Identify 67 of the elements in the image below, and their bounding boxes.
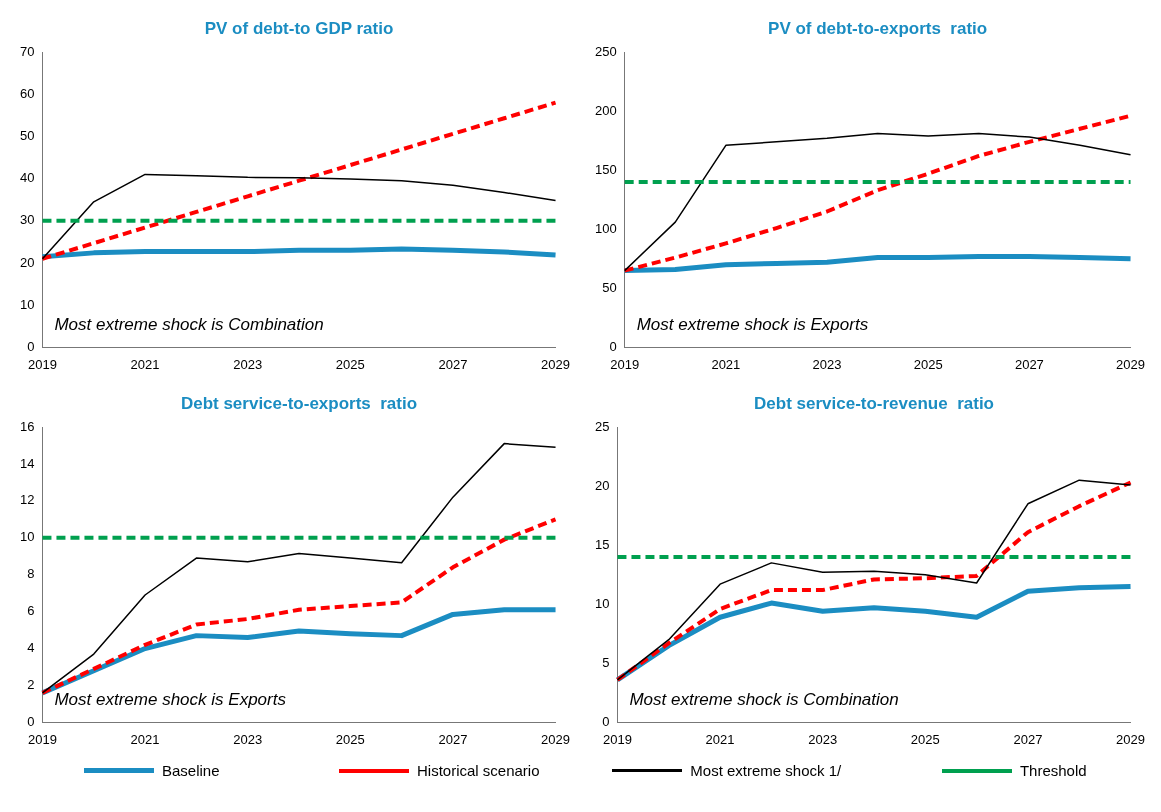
legend-label: Threshold [1019,762,1087,779]
y-tick-label: 100 [594,220,617,236]
x-tick-label: 2021 [705,731,735,747]
x-tick-label: 2019 [28,356,57,372]
x-tick-label: 2021 [711,356,741,372]
y-tick-label: 0 [602,713,610,729]
x-tick-label: 2029 [1116,356,1145,372]
line-series [40,517,558,695]
x-tick-label: 2029 [541,356,570,372]
line-series [40,100,558,261]
y-tick-label: 5 [602,654,610,670]
annotation: Most extreme shock is Exports [54,689,287,709]
y-tick-label: 0 [27,338,35,354]
y-tick-label: 2 [27,677,35,693]
x-tick-label: 2019 [28,731,57,747]
y-tick-label: 20 [594,477,610,493]
y-tick-label: 6 [27,603,35,619]
y-tick-label: 20 [19,254,35,270]
annotation: Most extreme shock is Exports [636,314,869,334]
annotation: Most extreme shock is Combination [54,314,324,334]
y-tick-label: 8 [27,566,35,582]
x-tick-label: 2025 [913,356,943,372]
y-tick-label: 15 [594,536,610,552]
y-tick-label: 10 [19,529,35,545]
x-tick-label: 2029 [541,731,570,747]
y-tick-label: 70 [19,43,35,59]
x-tick-label: 2027 [438,731,468,747]
chart-title: Debt service-to-exports ratio [180,394,418,414]
y-tick-label: 30 [19,212,35,228]
y-tick-label: 250 [594,43,617,59]
y-tick-label: 12 [19,492,35,508]
x-tick-label: 2025 [910,731,940,747]
x-tick-label: 2027 [438,356,468,372]
y-tick-label: 0 [609,338,617,354]
x-tick-label: 2027 [1014,356,1044,372]
y-tick-label: 0 [27,713,35,729]
y-tick-label: 10 [594,595,610,611]
x-tick-label: 2023 [808,731,838,747]
annotation: Most extreme shock is Combination [629,689,899,709]
x-tick-label: 2019 [603,731,632,747]
y-tick-label: 40 [19,170,35,186]
y-tick-label: 200 [594,102,617,118]
chart-title: PV of debt-to-exports ratio [768,19,988,39]
y-tick-label: 16 [19,418,35,434]
x-tick-label: 2023 [233,356,263,372]
y-tick-label: 10 [19,296,35,312]
x-tick-label: 2023 [812,356,842,372]
x-tick-label: 2021 [130,356,160,372]
legend-label: Baseline [161,762,220,779]
y-tick-label: 50 [19,127,35,143]
x-tick-label: 2029 [1116,731,1145,747]
x-tick-label: 2019 [610,356,640,372]
x-tick-label: 2023 [233,731,263,747]
x-tick-label: 2027 [1013,731,1043,747]
y-tick-label: 25 [594,418,610,434]
y-tick-label: 150 [594,161,617,177]
x-tick-label: 2025 [335,356,365,372]
chart-title: PV of debt-to GDP ratio [204,19,394,39]
y-tick-label: 14 [19,455,35,471]
x-tick-label: 2025 [335,731,365,747]
y-tick-label: 50 [602,279,617,295]
legend-label: Most extreme shock 1/ [690,762,842,779]
x-tick-label: 2021 [130,731,160,747]
legend-label: Historical scenario [416,762,540,779]
y-tick-label: 4 [27,640,35,656]
y-tick-label: 60 [19,85,35,101]
chart-title: Debt service-to-revenue ratio [754,394,994,414]
